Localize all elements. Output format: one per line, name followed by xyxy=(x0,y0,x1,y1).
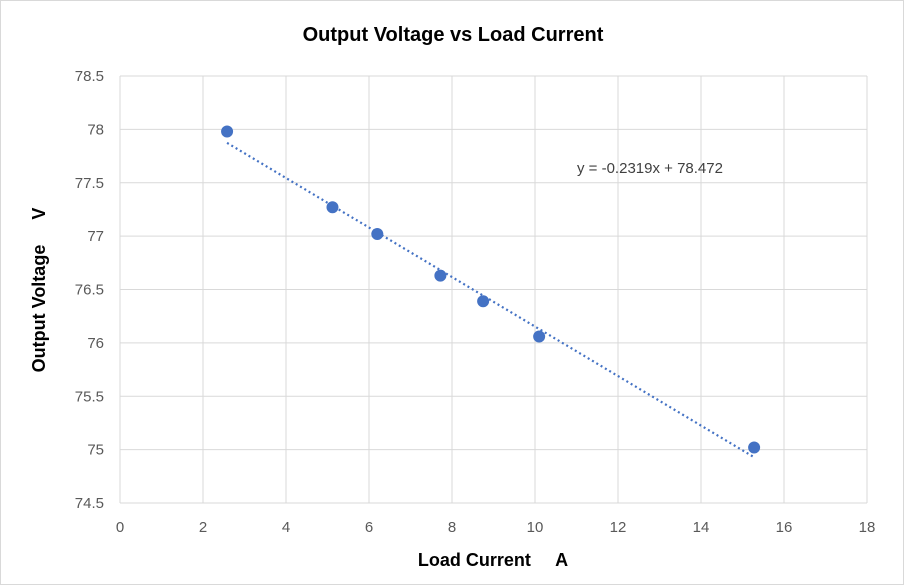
x-tick-label: 8 xyxy=(448,519,456,536)
y-tick-label: 75 xyxy=(87,442,104,459)
data-point xyxy=(221,125,234,138)
x-tick-label: 10 xyxy=(527,519,544,536)
x-axis-title: Load Current A xyxy=(418,550,568,570)
y-axis-tick-labels: 74.5 75 75.5 76 76.5 77 77.5 78 78.5 xyxy=(75,68,104,512)
data-point xyxy=(434,269,447,282)
x-tick-label: 2 xyxy=(199,519,207,536)
y-tick-label: 77 xyxy=(87,228,104,245)
y-tick-label: 76.5 xyxy=(75,282,104,299)
data-point xyxy=(371,227,384,240)
chart-title: Output Voltage vs Load Current xyxy=(303,24,604,46)
x-tick-label: 16 xyxy=(776,519,793,536)
y-axis-title: Output Voltage V xyxy=(29,208,49,373)
trendline xyxy=(226,141,755,459)
x-tick-label: 12 xyxy=(610,519,627,536)
x-axis-tick-labels: 0 2 4 6 8 10 12 14 16 18 xyxy=(116,519,876,536)
x-tick-label: 6 xyxy=(365,519,373,536)
x-tick-label: 14 xyxy=(693,519,710,536)
trendline-equation: y = -0.2319x + 78.472 xyxy=(577,160,723,177)
data-points xyxy=(221,125,761,454)
data-point xyxy=(748,441,761,454)
x-tick-label: 18 xyxy=(859,519,876,536)
x-tick-label: 4 xyxy=(282,519,290,536)
x-tick-label: 0 xyxy=(116,519,124,536)
y-tick-label: 77.5 xyxy=(75,175,104,192)
y-tick-label: 75.5 xyxy=(75,388,104,405)
y-tick-label: 78.5 xyxy=(75,68,104,85)
y-tick-label: 74.5 xyxy=(75,495,104,512)
data-point xyxy=(326,201,339,214)
y-tick-label: 78 xyxy=(87,121,104,138)
data-point xyxy=(477,295,490,308)
y-tick-label: 76 xyxy=(87,335,104,352)
data-point xyxy=(533,330,546,343)
gridlines xyxy=(119,75,868,504)
